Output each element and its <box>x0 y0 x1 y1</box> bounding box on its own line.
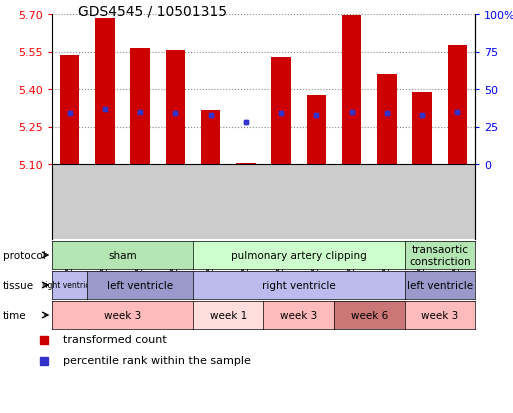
Text: transformed count: transformed count <box>63 335 166 345</box>
Text: sham: sham <box>108 250 137 260</box>
Text: week 3: week 3 <box>280 310 318 320</box>
Bar <box>95 19 114 165</box>
Text: week 3: week 3 <box>104 310 141 320</box>
Bar <box>412 92 432 165</box>
Bar <box>377 75 397 165</box>
Bar <box>236 164 255 165</box>
Bar <box>60 56 80 165</box>
Text: right ventricle: right ventricle <box>262 280 336 290</box>
Text: week 3: week 3 <box>421 310 459 320</box>
Bar <box>166 51 185 165</box>
Bar <box>412 92 432 165</box>
Bar <box>236 164 255 165</box>
Text: week 1: week 1 <box>210 310 247 320</box>
Bar <box>307 96 326 165</box>
Bar <box>201 111 220 165</box>
Text: left ventricle: left ventricle <box>107 280 173 290</box>
Bar <box>342 16 361 165</box>
Bar <box>52 165 475 240</box>
Bar <box>166 51 185 165</box>
Bar <box>448 46 467 165</box>
Text: GDS4545 / 10501315: GDS4545 / 10501315 <box>77 5 227 19</box>
Bar <box>52 15 475 165</box>
Bar <box>271 57 291 165</box>
Bar <box>271 57 291 165</box>
Bar <box>448 46 467 165</box>
Text: protocol: protocol <box>3 250 46 260</box>
Text: tissue: tissue <box>3 280 34 290</box>
Text: week 6: week 6 <box>350 310 388 320</box>
Bar <box>95 19 114 165</box>
Text: pulmonary artery clipping: pulmonary artery clipping <box>231 250 367 260</box>
Bar <box>307 96 326 165</box>
Bar <box>377 75 397 165</box>
Bar <box>201 111 220 165</box>
Text: transaortic
constriction: transaortic constriction <box>409 244 470 266</box>
Bar <box>60 56 80 165</box>
Text: left ventricle: left ventricle <box>407 280 473 290</box>
Bar <box>342 16 361 165</box>
Text: time: time <box>3 310 27 320</box>
Bar <box>130 49 150 165</box>
Text: right ventricle: right ventricle <box>43 281 97 290</box>
Bar <box>52 165 475 289</box>
Text: percentile rank within the sample: percentile rank within the sample <box>63 356 250 366</box>
Bar <box>130 49 150 165</box>
